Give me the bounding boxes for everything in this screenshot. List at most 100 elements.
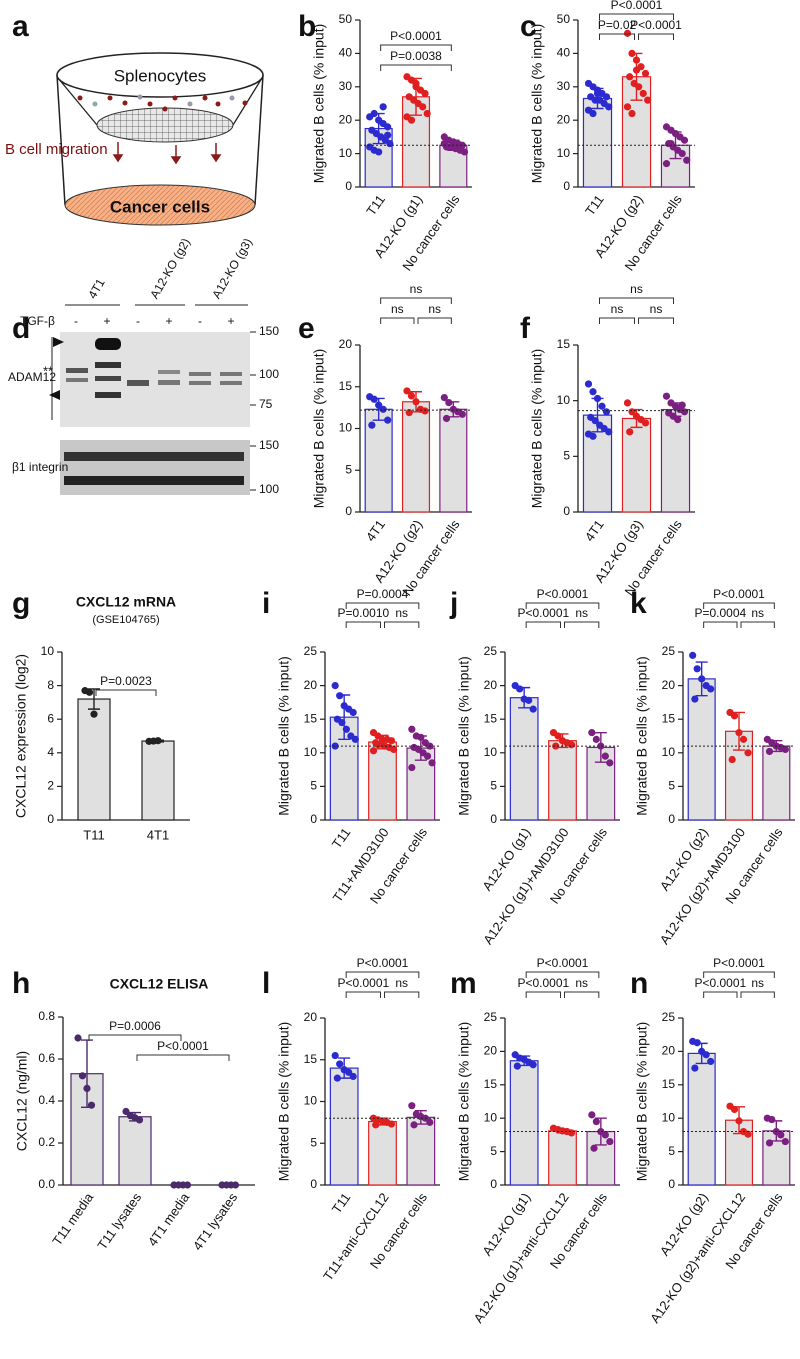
data-point <box>602 408 611 416</box>
data-point <box>683 156 691 164</box>
bar <box>687 678 716 821</box>
comparison-bracket <box>95 689 157 696</box>
panel-letter: c <box>520 10 537 43</box>
y-tick-label: 0 <box>490 1177 497 1191</box>
error-bar <box>733 711 745 751</box>
x-tick-label: T11 <box>582 192 607 218</box>
y-tick-label: 25 <box>304 644 318 658</box>
marker-label: 100 <box>259 482 279 496</box>
diagram-label: B cell migration <box>5 141 108 158</box>
bar <box>509 1060 539 1186</box>
bar <box>439 408 468 513</box>
y-tick-label: 15 <box>484 1077 498 1091</box>
error-bar <box>630 52 643 101</box>
data-point <box>601 752 609 760</box>
y-tick-label: 15 <box>339 379 353 393</box>
data-point <box>702 1051 710 1059</box>
comparison-bracket <box>380 44 452 51</box>
panel-letter: a <box>12 10 29 43</box>
data-point <box>529 705 537 713</box>
error-bar <box>152 739 164 743</box>
data-point <box>370 395 378 403</box>
data-point <box>369 747 378 755</box>
y-tick-label: 20 <box>304 678 318 692</box>
bar <box>548 740 577 821</box>
comparison-bracket <box>703 991 738 998</box>
y-tick-label: 15 <box>557 337 571 351</box>
diagram-label: Splenocytes <box>114 66 207 85</box>
bar <box>548 1130 577 1186</box>
data-point <box>331 742 339 750</box>
comparison-label: P<0.0001 <box>337 976 389 990</box>
asterisks: ** <box>43 363 53 378</box>
comparison-bracket <box>417 317 452 324</box>
data-point <box>592 735 600 743</box>
panel-letter: g <box>12 587 30 620</box>
data-point <box>428 759 436 767</box>
blot-adam12 <box>60 332 250 427</box>
panel-d: d 4T1 A12-KO (g2) A12-KO (g3) TGF-β - + … <box>8 236 279 496</box>
data-point <box>623 399 632 407</box>
panel-letter: l <box>262 967 270 1000</box>
data-point <box>730 1105 739 1114</box>
x-tick-label: 4T1 <box>363 517 388 544</box>
data-point <box>421 89 429 98</box>
y-tick-label: 15 <box>304 1052 318 1066</box>
y-tick-label: 25 <box>662 1010 676 1024</box>
cancer-cell-layer <box>64 184 256 226</box>
data-point <box>423 752 432 760</box>
panel-letter: b <box>298 10 316 43</box>
comparison-bracket <box>345 621 381 628</box>
panel-letter: k <box>630 587 647 620</box>
data-point <box>331 1051 339 1060</box>
marker-label: 100 <box>259 367 279 381</box>
data-point <box>513 1062 521 1070</box>
data-point <box>691 695 699 703</box>
data-point <box>589 432 597 440</box>
comparison-bracket <box>525 621 561 628</box>
data-point <box>628 109 636 118</box>
error-bar <box>447 401 460 418</box>
comparison-bracket <box>638 317 674 324</box>
data-point <box>777 1131 785 1139</box>
bar <box>401 401 431 513</box>
y-axis-label: Migrated B cells (% input) <box>311 349 327 509</box>
y-tick-label: 10 <box>304 1094 318 1108</box>
y-tick-label: 25 <box>484 644 498 658</box>
y-axis-label: Migrated B cells (% input) <box>456 656 472 816</box>
y-tick-label: 20 <box>484 1044 498 1058</box>
comparison-label: ns <box>751 606 764 620</box>
comparison-bracket <box>345 991 381 998</box>
comparison-bracket <box>525 971 600 978</box>
y-tick-label: 10 <box>557 146 571 160</box>
data-point <box>606 1137 614 1146</box>
y-tick-label: 0.6 <box>38 1051 55 1065</box>
data-point <box>349 708 357 717</box>
y-tick-label: 50 <box>557 12 571 26</box>
y-tick-label: 40 <box>339 46 353 60</box>
lane-label: 4T1 <box>85 276 108 301</box>
y-tick-label: 0.4 <box>38 1093 55 1107</box>
data-point <box>426 1118 434 1126</box>
y-tick-label: 5 <box>490 1144 497 1158</box>
error-bar <box>556 1128 569 1134</box>
comparison-bracket <box>525 602 600 609</box>
data-point <box>349 1072 357 1081</box>
data-point <box>442 414 451 423</box>
comparison-bracket <box>380 64 452 71</box>
y-axis-label: Migrated B cells (% input) <box>529 24 545 184</box>
data-point <box>691 1064 699 1072</box>
data-point <box>744 749 752 757</box>
data-point <box>333 1074 341 1082</box>
data-point <box>440 394 448 402</box>
y-axis-label: Migrated B cells (% input) <box>311 24 327 184</box>
data-point <box>390 745 398 754</box>
y-tick-label: 0.8 <box>38 1009 55 1023</box>
error-bar <box>594 731 607 763</box>
y-tick-label: 25 <box>662 644 676 658</box>
data-point <box>336 1060 344 1068</box>
diagram-label: Cancer cells <box>110 197 210 216</box>
y-axis-label: Migrated B cells (% input) <box>456 1022 472 1182</box>
y-tick-label: 0 <box>668 812 675 826</box>
data-point <box>589 109 597 118</box>
